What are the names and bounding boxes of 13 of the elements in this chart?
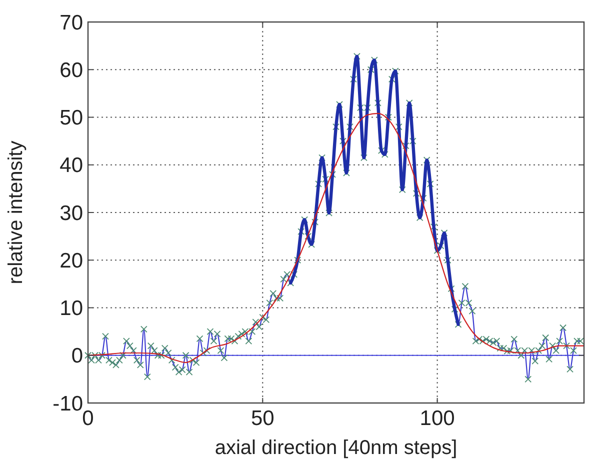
y-tick-label: 10 — [60, 297, 83, 320]
y-tick-label: 20 — [60, 249, 83, 272]
x-axis-title: axial direction [40nm steps] — [214, 437, 458, 459]
y-tick-label: -10 — [52, 392, 83, 416]
x-tick-label: 50 — [250, 407, 274, 430]
y-axis-title: relative intensity — [5, 140, 27, 284]
x-tick-label: 100 — [420, 407, 455, 430]
y-tick-label: 0 — [71, 344, 83, 368]
y-tick-label: 50 — [60, 106, 83, 130]
y-tick-label: 30 — [60, 202, 83, 225]
y-tick-label: 60 — [60, 58, 83, 82]
y-tick-label: 40 — [60, 154, 83, 178]
y-tick-label: 70 — [60, 11, 83, 34]
